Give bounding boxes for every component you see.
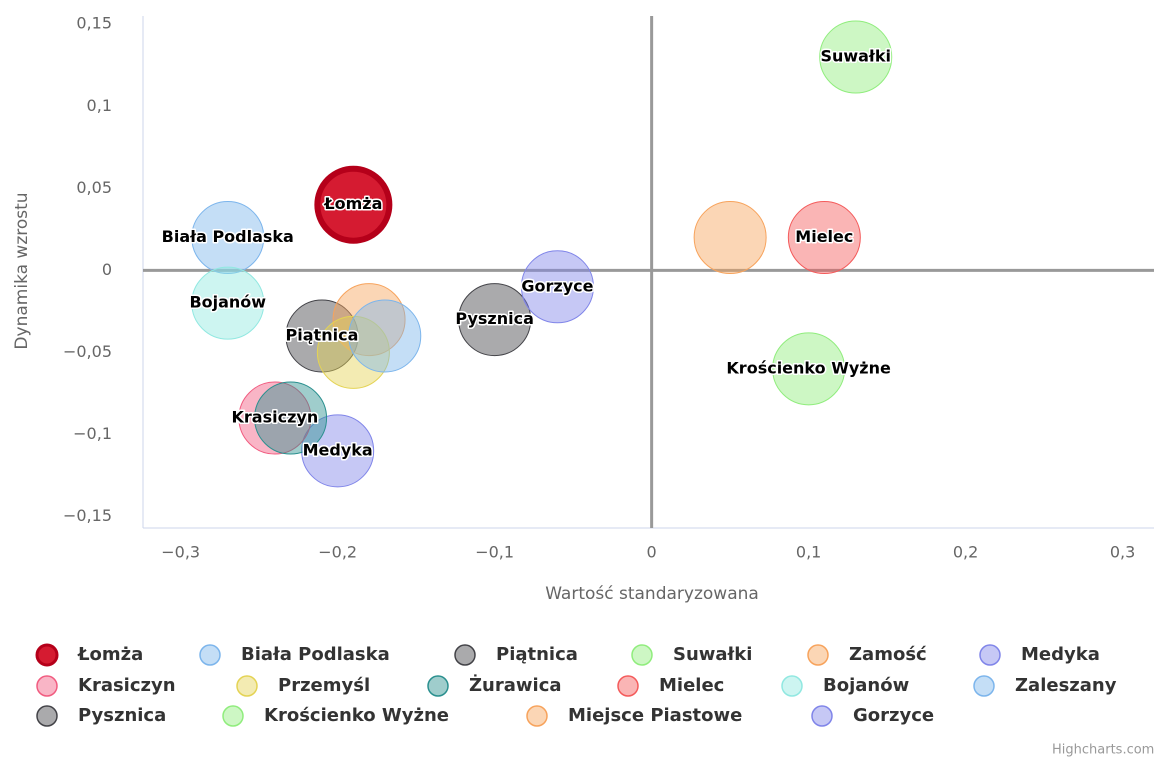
y-axis-title: Dynamika wzrostu <box>12 192 32 349</box>
legend-label: Przemyśl <box>278 675 370 696</box>
legend-symbol <box>236 675 258 697</box>
bubble <box>238 381 312 455</box>
legend-symbol <box>781 675 803 697</box>
legend-item[interactable]: Żurawica <box>427 674 562 697</box>
legend-symbol <box>631 644 653 666</box>
legend-symbol <box>199 644 221 666</box>
legend-symbol <box>222 705 244 727</box>
legend-label: Krościenko Wyżne <box>264 705 449 726</box>
bubble <box>348 299 422 373</box>
x-tick-label: 0,1 <box>796 543 821 562</box>
legend-label: Miejsce Piastowe <box>568 705 742 726</box>
legend-item[interactable]: Medyka <box>979 644 1100 666</box>
legend-symbol <box>36 705 58 727</box>
legend-item[interactable]: Krościenko Wyżne <box>222 705 449 727</box>
bubble <box>314 165 393 244</box>
x-tick-label: 0,3 <box>1110 543 1135 562</box>
legend-item[interactable]: Zamość <box>807 644 927 666</box>
legend-item[interactable]: Przemyśl <box>236 675 370 697</box>
bubble <box>254 381 328 455</box>
legend-symbol <box>617 675 639 697</box>
data-label: Łomża <box>323 194 382 213</box>
legend-label: Medyka <box>1021 644 1100 665</box>
legend-symbol <box>973 675 995 697</box>
y-tick-label: −0,1 <box>73 424 112 443</box>
credits[interactable]: Highcharts.com <box>1052 743 1154 758</box>
legend-item[interactable]: Suwałki <box>631 644 752 666</box>
y-tick-label: 0,05 <box>76 178 112 197</box>
data-label: Pysznica <box>455 309 533 328</box>
data-label: Medyka <box>303 440 373 459</box>
legend-item[interactable]: Pysznica <box>36 705 166 727</box>
legend-symbol <box>811 705 833 727</box>
bubble <box>301 414 375 488</box>
bubble <box>316 315 390 389</box>
legend-symbol <box>35 643 59 667</box>
legend-symbol <box>427 675 449 697</box>
data-label: Gorzyce <box>521 276 593 295</box>
legend-symbol <box>454 644 476 666</box>
legend-label: Żurawica <box>469 674 562 696</box>
x-axis-title: Wartość standaryzowana <box>545 584 759 604</box>
bubble <box>787 201 861 275</box>
legend-symbol <box>36 675 58 697</box>
bubble <box>191 201 265 275</box>
bubble <box>819 20 893 94</box>
bubble <box>458 283 532 357</box>
legend-item[interactable]: Gorzyce <box>811 705 934 727</box>
legend-label: Pysznica <box>78 705 166 726</box>
legend-item[interactable]: Mielec <box>617 675 724 697</box>
bubble <box>772 332 846 406</box>
x-tick-label: 0 <box>647 543 657 562</box>
legend-label: Piątnica <box>496 644 578 665</box>
data-label: Suwałki <box>820 47 891 66</box>
bubble <box>191 266 265 340</box>
legend-item[interactable]: Piątnica <box>454 644 578 666</box>
legend-label: Zaleszany <box>1015 675 1117 696</box>
data-label: Krościenko Wyżne <box>726 358 891 377</box>
legend-item[interactable]: Łomża <box>35 643 143 667</box>
legend-symbol <box>807 644 829 666</box>
y-tick-label: −0,05 <box>63 342 112 361</box>
legend-item[interactable]: Biała Podlaska <box>199 644 390 666</box>
data-label: Biała Podlaska <box>162 227 294 246</box>
legend-label: Łomża <box>77 644 143 665</box>
x-tick-label: −0,3 <box>161 543 200 562</box>
legend-symbol <box>979 644 1001 666</box>
legend-label: Mielec <box>659 675 724 696</box>
legend-item[interactable]: Krasiczyn <box>36 675 176 697</box>
legend-label: Gorzyce <box>853 705 934 726</box>
x-tick-label: −0,1 <box>475 543 514 562</box>
y-tick-label: 0 <box>102 260 112 279</box>
y-tick-label: −0,15 <box>63 506 112 525</box>
legend-label: Biała Podlaska <box>241 644 390 665</box>
legend-label: Zamość <box>849 644 927 665</box>
legend-label: Bojanów <box>823 675 909 696</box>
bubble <box>285 299 359 373</box>
bubble <box>520 250 594 324</box>
legend-label: Suwałki <box>673 644 752 665</box>
data-label: Bojanów <box>189 293 266 312</box>
y-tick-label: 0,1 <box>87 96 112 115</box>
x-tick-label: −0,2 <box>318 543 357 562</box>
legend-item[interactable]: Miejsce Piastowe <box>526 705 742 727</box>
data-label: Krasiczyn <box>232 408 319 427</box>
y-tick-label: 0,15 <box>76 14 112 33</box>
x-tick-label: 0,2 <box>953 543 978 562</box>
data-label: Mielec <box>795 227 853 246</box>
legend-item[interactable]: Bojanów <box>781 675 909 697</box>
legend-label: Krasiczyn <box>78 675 176 696</box>
legend-symbol <box>526 705 548 727</box>
legend-item[interactable]: Zaleszany <box>973 675 1117 697</box>
bubble <box>693 201 767 275</box>
data-label: Piątnica <box>286 326 359 345</box>
